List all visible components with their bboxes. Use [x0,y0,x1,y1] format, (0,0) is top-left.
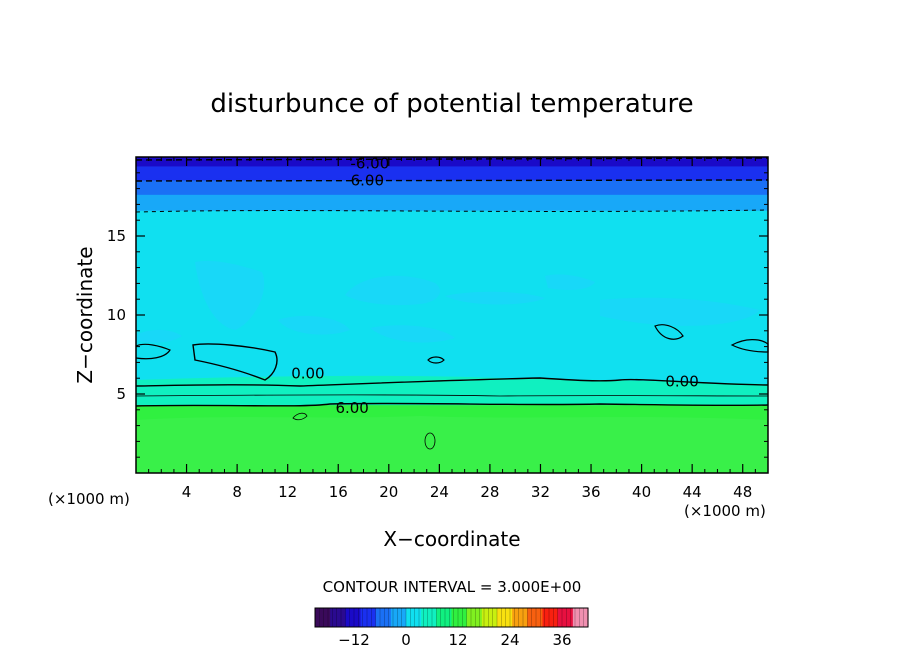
field-patch [195,260,265,330]
colorbar-swatch [406,608,422,627]
chart-title: disturbunce of potential temperature [210,89,693,119]
colorbar-frame [314,607,589,628]
y-axis-label: Z−coordinate [73,246,97,383]
x-axis-label: X−coordinate [383,527,520,551]
contour-line-zero-closed [192,343,278,381]
x-unit-label-left: (×1000 m) [48,490,130,508]
contour-interval-text: CONTOUR INTERVAL = 3.000E+00 [323,578,582,596]
contour-line-9-small [292,412,308,421]
field-band [136,166,768,181]
contour-line-minus6 [135,157,769,161]
colorbar-swatch [315,608,331,627]
x-tick-label: 24 [430,483,449,501]
field-patch [136,329,182,343]
x-tick-label: 32 [531,483,550,501]
colorbar-tick-label: 12 [448,631,467,649]
contour-line-minus3 [135,209,769,213]
x-tick-label: 16 [329,483,348,501]
contour-line-6 [135,402,769,407]
field-patch [545,274,595,290]
colorbar-swatch [330,608,346,627]
colorbar-swatch [497,608,513,627]
contour-line-zero [135,377,769,387]
colorbar-swatch [512,608,528,627]
colorbar-swatch [527,608,544,627]
colorbar-tick-label: 36 [552,631,571,649]
field-patch [136,416,768,473]
contour-line-zero-blob [427,356,445,364]
colorbar-swatch [436,608,453,627]
colorbar-swatch [421,608,437,627]
plot-area: -6.006.000.00 0.006.00 [135,154,769,473]
x-tick-label: 20 [379,483,398,501]
x-tick-label: 8 [232,483,242,501]
field-patch [278,315,350,335]
x-tick-label: 44 [683,483,702,501]
x-tick-label: 4 [182,483,192,501]
field-patch [600,297,760,326]
colorbar-swatch [572,608,589,627]
colorbar-swatch [451,608,468,627]
contour-label: 0.00 [665,372,698,390]
contour-label: 0.00 [291,364,324,382]
colorbar-swatch [542,608,559,627]
x-tick-label: 12 [278,483,297,501]
y-tick-label: 5 [116,385,126,403]
colorbar-swatch [466,608,483,627]
y-tick-label: 10 [107,306,126,324]
x-unit-label-right: (×1000 m) [684,502,766,520]
contour-line-9-closed [424,432,436,450]
colorbar-tick-label: −12 [338,631,370,649]
contour-line-zero-right-b [654,324,684,340]
colorbar-swatch [481,608,498,627]
colorbar-swatch [345,608,362,627]
field-patch [370,325,455,343]
contour-label: 6.00 [335,399,368,417]
colorbar-swatch [375,608,392,627]
colorbar-tick-label: 0 [401,631,411,649]
colorbar: −12 0 12 24 36 [314,607,589,649]
contour-label: -6.00 [350,154,389,172]
x-tick-label: 40 [632,483,651,501]
x-tick-label: 36 [581,483,600,501]
colorbar-swatch [390,608,407,627]
field-band [136,180,768,195]
colorbar-swatch [360,608,377,627]
colorbar-swatch [557,608,574,627]
contour-line-3 [135,394,769,397]
field-patch [445,291,545,305]
contour-label: 6.00 [351,172,384,190]
y-tick-label: 15 [107,227,126,245]
field-patch [345,275,440,306]
contour-line-zero-left [135,343,171,360]
contour-lines [135,157,769,450]
field-patches [136,260,768,473]
x-tick-label: 48 [733,483,752,501]
colorbar-tick-label: 24 [500,631,519,649]
contour-line-minus6-b [135,179,769,182]
x-tick-label: 28 [480,483,499,501]
field-band [136,194,768,211]
field-band [136,157,768,167]
